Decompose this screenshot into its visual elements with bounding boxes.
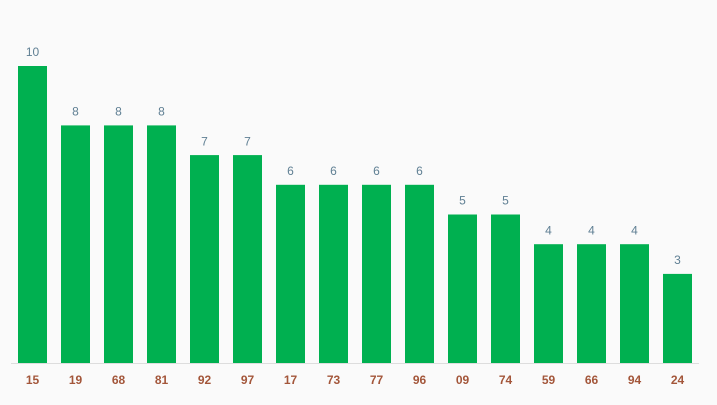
bar	[18, 66, 47, 363]
bar	[147, 125, 176, 364]
bar	[104, 125, 133, 364]
value-label: 6	[416, 164, 423, 178]
x-tick-label: 94	[628, 373, 642, 387]
x-tick-label: 96	[413, 373, 427, 387]
bar	[405, 184, 434, 363]
x-tick-label: 97	[241, 373, 255, 387]
bar	[276, 184, 305, 363]
bar	[663, 273, 692, 363]
bar	[620, 244, 649, 363]
value-label: 7	[201, 134, 208, 148]
value-label: 8	[72, 105, 79, 119]
x-tick-label: 92	[198, 373, 212, 387]
x-tick-label: 73	[327, 373, 341, 387]
x-tick-label: 81	[155, 373, 169, 387]
x-tick-label: 77	[370, 373, 384, 387]
value-label: 4	[545, 223, 552, 237]
bar	[448, 214, 477, 363]
bar	[491, 214, 520, 363]
bar	[190, 155, 219, 363]
bar	[61, 125, 90, 364]
x-tick-label: 24	[671, 373, 685, 387]
value-label: 5	[459, 194, 466, 208]
value-label: 4	[631, 223, 638, 237]
value-label: 8	[158, 105, 165, 119]
value-label: 5	[502, 194, 509, 208]
bar	[233, 155, 262, 363]
value-label: 8	[115, 105, 122, 119]
x-tick-label: 66	[585, 373, 599, 387]
value-label: 6	[373, 164, 380, 178]
x-tick-label: 74	[499, 373, 513, 387]
value-label: 10	[26, 45, 40, 59]
value-label: 6	[330, 164, 337, 178]
value-label: 7	[244, 134, 251, 148]
x-tick-label: 15	[26, 373, 40, 387]
x-tick-label: 19	[69, 373, 83, 387]
bar	[319, 184, 348, 363]
x-tick-label: 09	[456, 373, 470, 387]
bar	[534, 244, 563, 363]
value-label: 6	[287, 164, 294, 178]
x-tick-label: 68	[112, 373, 126, 387]
bar	[577, 244, 606, 363]
x-tick-label: 59	[542, 373, 556, 387]
x-tick-label: 17	[284, 373, 298, 387]
value-label: 3	[674, 253, 681, 267]
value-label: 4	[588, 223, 595, 237]
bar	[362, 184, 391, 363]
